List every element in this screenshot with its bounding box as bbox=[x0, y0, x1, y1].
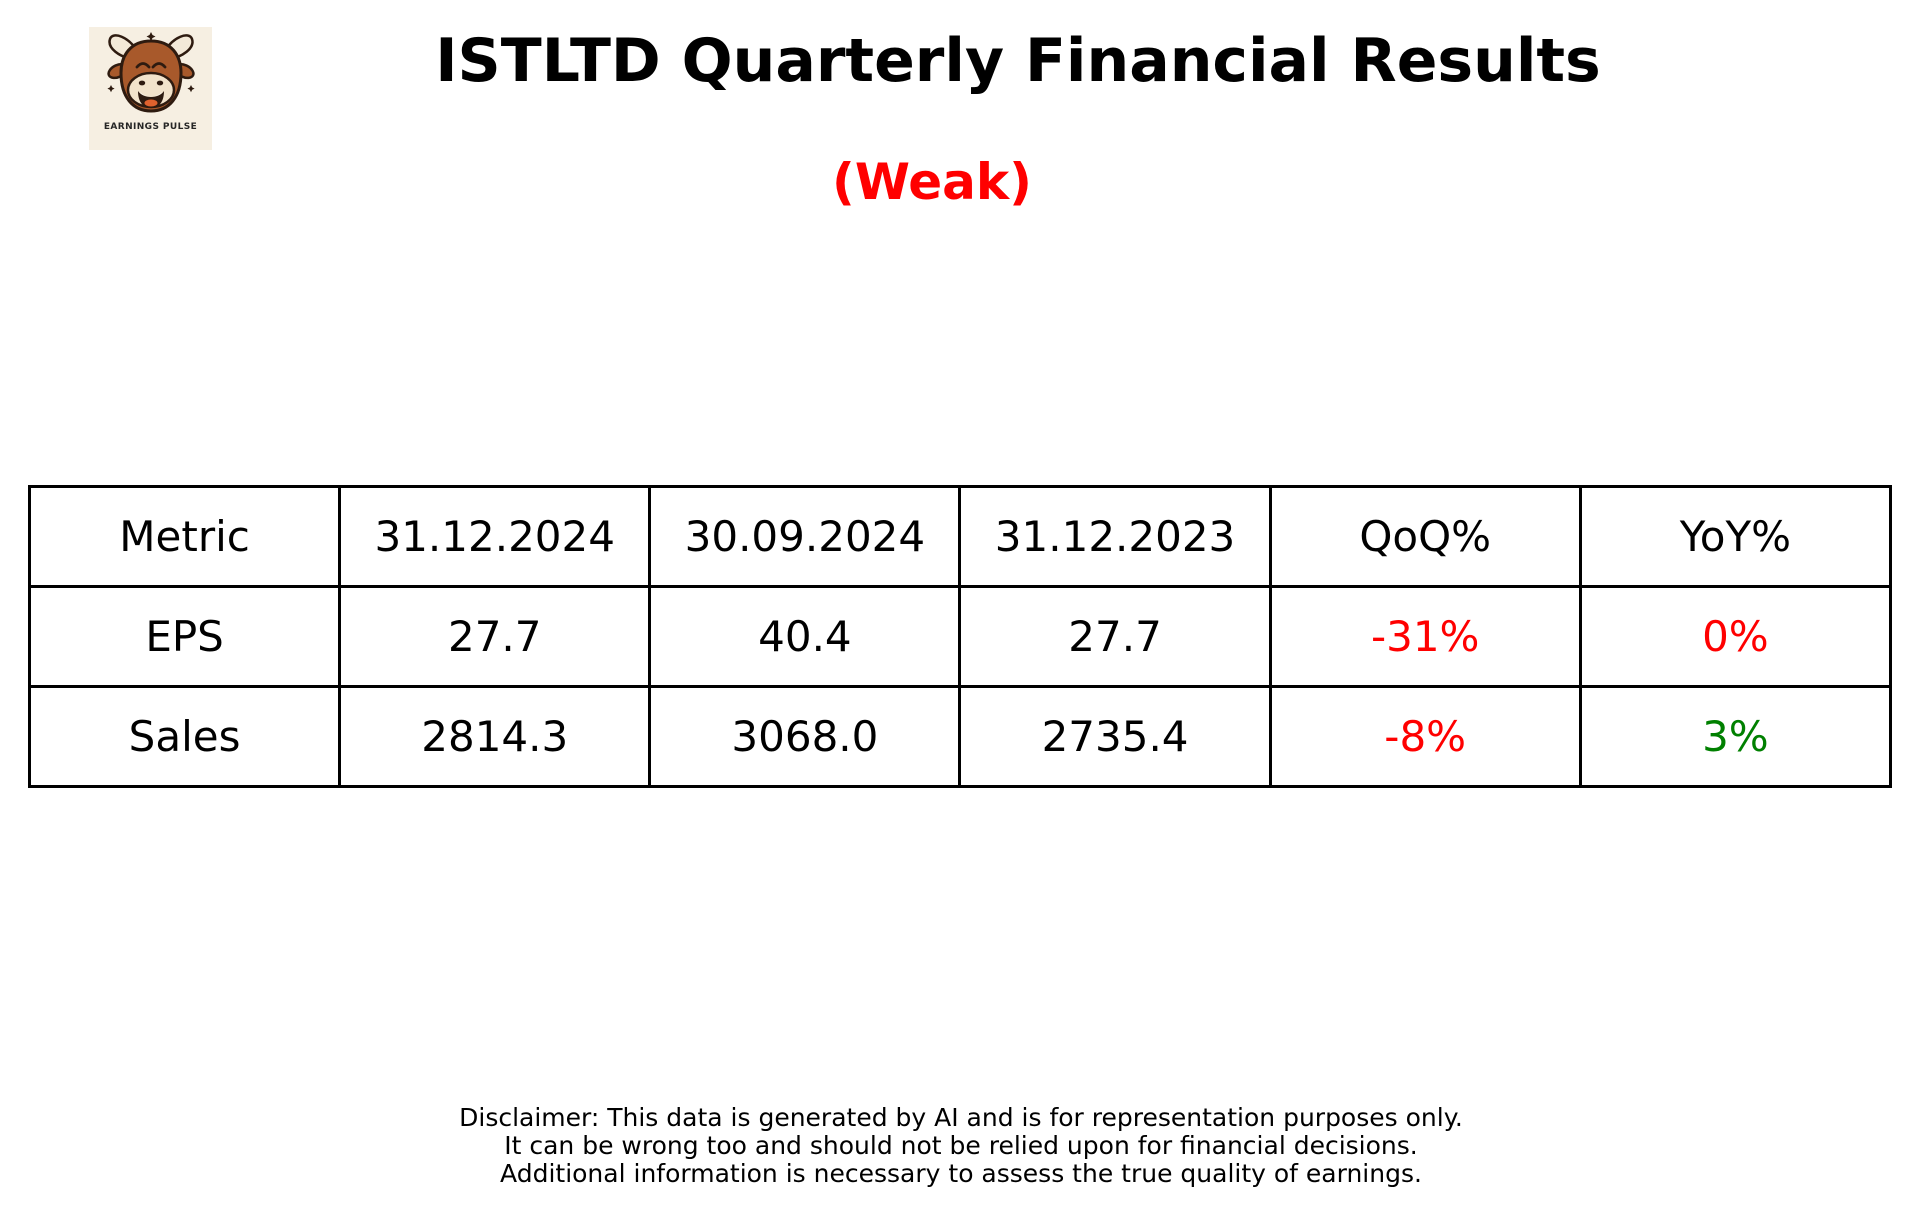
page-title: ISTLTD Quarterly Financial Results bbox=[435, 26, 1601, 96]
column-header-yoy: YoY% bbox=[1578, 485, 1893, 588]
column-header-qoq: QoQ% bbox=[1268, 485, 1582, 588]
verdict-subtitle: (Weak) bbox=[832, 153, 1032, 211]
table-cell: 2735.4 bbox=[958, 685, 1272, 788]
table-row: Sales 2814.3 3068.0 2735.4 -8% 3% bbox=[27, 685, 1893, 788]
table-row: EPS 27.7 40.4 27.7 -31% 0% bbox=[27, 585, 1893, 688]
bull-mascot-icon bbox=[106, 32, 195, 113]
table-cell: 3% bbox=[1578, 685, 1893, 788]
table-cell: 27.7 bbox=[338, 585, 652, 688]
table-cell: 2814.3 bbox=[338, 685, 652, 788]
disclaimer-line: Additional information is necessary to a… bbox=[500, 1159, 1422, 1188]
brand-logo: EARNINGS PULSE bbox=[89, 27, 212, 150]
table-cell: 27.7 bbox=[958, 585, 1272, 688]
column-header-metric: Metric bbox=[27, 485, 342, 588]
table-cell: 40.4 bbox=[648, 585, 962, 688]
column-header-31122024: 31.12.2024 bbox=[338, 485, 652, 588]
table-cell: Sales bbox=[27, 685, 342, 788]
column-header-30092024: 30.09.2024 bbox=[648, 485, 962, 588]
table-cell: 3068.0 bbox=[648, 685, 962, 788]
disclaimer-line: Disclaimer: This data is generated by AI… bbox=[459, 1103, 1463, 1132]
table-cell: -31% bbox=[1268, 585, 1582, 688]
table-cell: EPS bbox=[27, 585, 342, 688]
disclaimer-line: It can be wrong too and should not be re… bbox=[504, 1131, 1418, 1160]
table-cell: -8% bbox=[1268, 685, 1582, 788]
table-cell: 0% bbox=[1578, 585, 1893, 688]
table-header-row: Metric 31.12.2024 30.09.2024 31.12.2023 QoQ%… bbox=[27, 485, 1893, 588]
column-header-31122023: 31.12.2023 bbox=[958, 485, 1272, 588]
financial-results-table: Metric 31.12.2024 30.09.2024 31.12.2023 QoQ%… bbox=[27, 485, 1893, 788]
brand-name: EARNINGS PULSE bbox=[103, 122, 198, 132]
disclaimer: Disclaimer: This data is generated by AI… bbox=[459, 1104, 1463, 1188]
